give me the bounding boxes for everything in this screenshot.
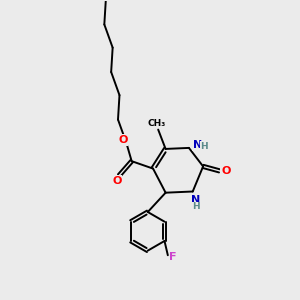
Text: N: N	[191, 195, 200, 205]
Text: O: O	[118, 135, 128, 146]
Text: H: H	[192, 202, 200, 211]
Text: CH₃: CH₃	[148, 118, 166, 127]
Text: F: F	[169, 252, 177, 262]
Text: H: H	[201, 142, 208, 151]
Text: O: O	[221, 166, 231, 176]
Text: O: O	[112, 176, 122, 186]
Text: N: N	[193, 140, 202, 150]
